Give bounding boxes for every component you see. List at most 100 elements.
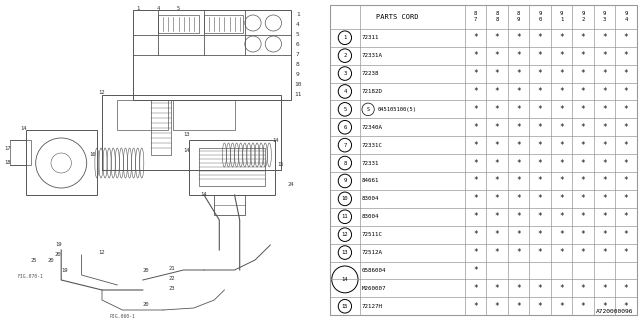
Text: 20: 20 (48, 258, 54, 262)
Text: *: * (538, 212, 542, 221)
Text: 14: 14 (272, 138, 278, 142)
Text: *: * (580, 69, 586, 78)
Text: 12: 12 (99, 250, 105, 254)
Text: *: * (473, 123, 478, 132)
Bar (132, 10, 291, 100)
Text: *: * (580, 230, 586, 239)
Text: *: * (495, 69, 499, 78)
Text: *: * (516, 87, 521, 96)
Text: 72311: 72311 (362, 35, 380, 40)
Text: *: * (473, 266, 478, 275)
Text: 72512A: 72512A (362, 250, 383, 255)
Bar (158, 15, 199, 33)
Text: *: * (473, 33, 478, 42)
Text: *: * (559, 284, 564, 293)
Bar (10, 140, 31, 165)
Text: 72511C: 72511C (362, 232, 383, 237)
Text: *: * (580, 123, 586, 132)
Text: *: * (602, 87, 607, 96)
Text: *: * (495, 212, 499, 221)
Text: *: * (473, 230, 478, 239)
Text: *: * (559, 212, 564, 221)
Text: 6: 6 (296, 43, 300, 47)
Text: *: * (624, 51, 628, 60)
Text: 83004: 83004 (362, 196, 380, 201)
Text: *: * (559, 302, 564, 311)
Text: *: * (538, 105, 542, 114)
Text: 10: 10 (342, 196, 348, 201)
Text: *: * (624, 87, 628, 96)
Text: 11: 11 (294, 92, 301, 98)
Text: *: * (473, 284, 478, 293)
Text: 12: 12 (342, 232, 348, 237)
Text: *: * (624, 69, 628, 78)
Text: 14: 14 (20, 125, 27, 131)
Text: *: * (580, 51, 586, 60)
Text: *: * (516, 248, 521, 257)
Text: *: * (538, 69, 542, 78)
Text: 13: 13 (342, 250, 348, 255)
Text: 3: 3 (343, 71, 346, 76)
Text: *: * (495, 230, 499, 239)
Text: 72182D: 72182D (362, 89, 383, 94)
Text: 14: 14 (342, 277, 348, 282)
Text: *: * (624, 194, 628, 203)
Text: *: * (538, 51, 542, 60)
Text: 20: 20 (143, 302, 149, 308)
Text: *: * (559, 194, 564, 203)
Bar (117, 100, 168, 130)
Text: *: * (559, 105, 564, 114)
Text: 72331: 72331 (362, 161, 380, 165)
Text: 14: 14 (184, 148, 190, 153)
Text: 5: 5 (296, 33, 300, 37)
Text: *: * (602, 194, 607, 203)
Text: 8: 8 (343, 161, 346, 165)
Text: 8: 8 (296, 62, 300, 68)
Text: *: * (602, 212, 607, 221)
Text: 6: 6 (343, 125, 346, 130)
Text: *: * (602, 176, 607, 186)
Text: *: * (473, 212, 478, 221)
Text: *: * (495, 158, 499, 168)
Text: *: * (473, 105, 478, 114)
Text: *: * (473, 194, 478, 203)
Text: *: * (559, 141, 564, 150)
Text: *: * (580, 194, 586, 203)
Text: *: * (495, 302, 499, 311)
Text: 15: 15 (342, 304, 348, 309)
Text: 14: 14 (201, 193, 207, 197)
Text: *: * (624, 33, 628, 42)
Text: *: * (516, 105, 521, 114)
Text: *: * (516, 194, 521, 203)
Text: *: * (538, 176, 542, 186)
Bar (173, 100, 235, 130)
Text: 8
7: 8 7 (474, 12, 477, 22)
Text: *: * (516, 302, 521, 311)
Text: 83004: 83004 (362, 214, 380, 219)
Text: *: * (624, 302, 628, 311)
Text: 8
8: 8 8 (495, 12, 499, 22)
Text: FIG.070-1: FIG.070-1 (18, 274, 44, 278)
Text: 18: 18 (4, 159, 10, 164)
Text: *: * (473, 51, 478, 60)
Text: 8
9: 8 9 (517, 12, 520, 22)
Bar (26, 130, 97, 195)
Text: 20: 20 (55, 252, 61, 258)
Text: *: * (580, 158, 586, 168)
Text: 0586004: 0586004 (362, 268, 387, 273)
Text: 1: 1 (296, 12, 300, 18)
Text: 4: 4 (156, 5, 160, 11)
Text: *: * (602, 123, 607, 132)
Text: 1: 1 (343, 35, 346, 40)
Text: 22: 22 (168, 276, 175, 281)
Text: PJG.060-1: PJG.060-1 (109, 314, 135, 318)
Text: *: * (624, 284, 628, 293)
Text: 045105100(5): 045105100(5) (378, 107, 417, 112)
Text: *: * (602, 248, 607, 257)
Text: *: * (495, 33, 499, 42)
Bar (214, 195, 245, 215)
Text: *: * (473, 158, 478, 168)
Text: *: * (602, 284, 607, 293)
Text: 25: 25 (31, 258, 37, 262)
Text: *: * (624, 141, 628, 150)
